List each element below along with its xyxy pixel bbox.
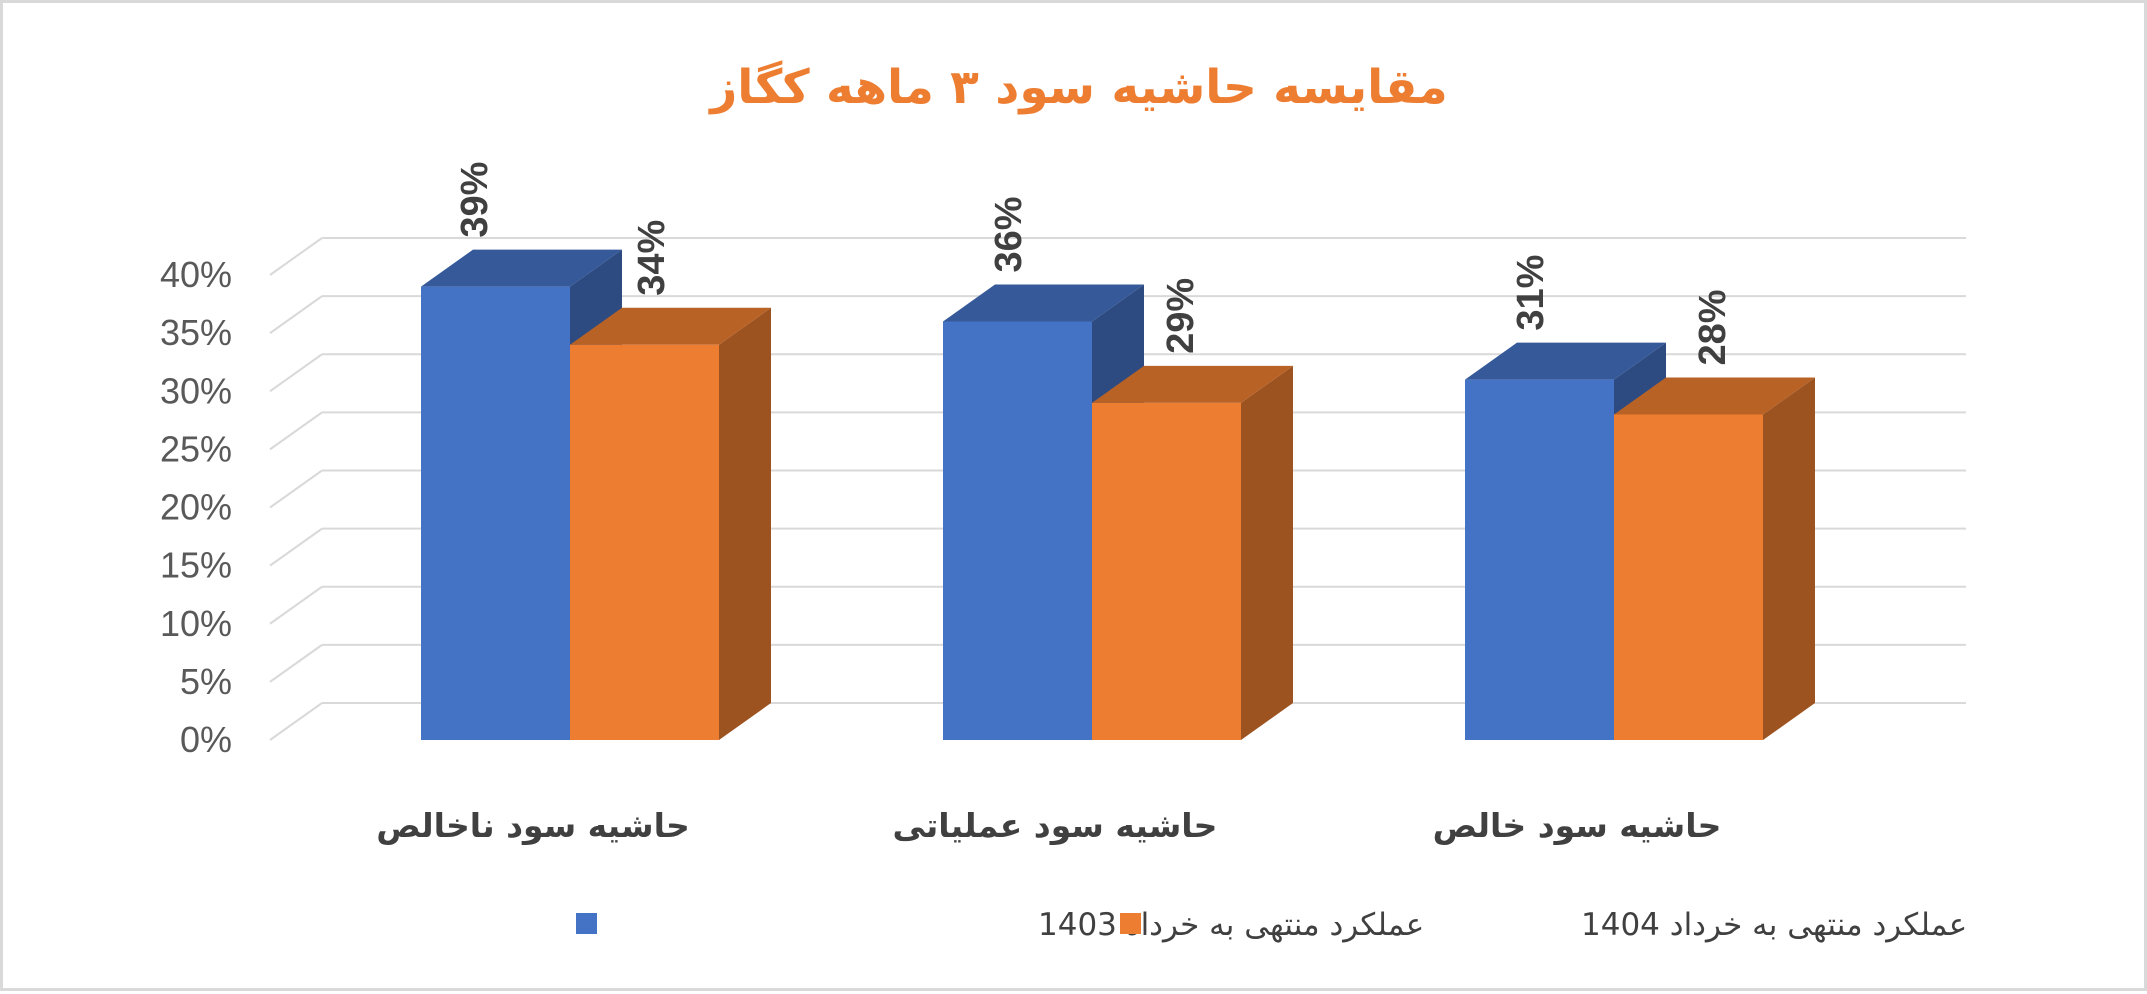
y-axis-ticks: 0% 5% 10% 15% 20% 25% 30% 35% 40% [160, 254, 232, 760]
data-label: 36% [988, 196, 1030, 272]
bar [570, 344, 719, 740]
legend-label: عملکرد منتهی به خرداد 1404 [1581, 907, 1967, 943]
bar [1092, 402, 1241, 740]
bar [1614, 414, 1763, 740]
gridline-diagonal [269, 585, 323, 625]
bars-layer [421, 249, 1815, 740]
gridline-diagonal [269, 411, 323, 451]
bar-top [1092, 365, 1293, 403]
data-label: 29% [1160, 278, 1202, 354]
y-tick-label: 10% [160, 603, 232, 644]
y-tick-label: 20% [160, 487, 232, 528]
category-label: حاشیه سود خالص [1433, 806, 1722, 846]
legend: عملکرد منتهی به خرداد 1403 عملکرد منتهی ب… [576, 907, 1967, 943]
data-label: 39% [454, 162, 496, 238]
bar [1465, 379, 1614, 740]
bar [943, 321, 1092, 740]
gridline-diagonal [269, 295, 323, 334]
chart-title: مقایسه حاشیه سود ۳ ماهه کگاز [708, 60, 1448, 115]
y-tick-label: 25% [160, 428, 232, 469]
x-axis-categories: حاشیه سود ناخالص حاشیه سود عملیاتی حاشیه س… [376, 806, 1721, 846]
gridline-diagonal [269, 702, 323, 741]
gridline-diagonal [269, 644, 323, 683]
bar-side [719, 307, 771, 740]
data-label: 34% [631, 220, 673, 296]
data-label: 31% [1510, 255, 1552, 331]
bar-top [570, 307, 771, 345]
gridline-diagonal [269, 353, 323, 393]
bar-side [1241, 365, 1293, 740]
bar [421, 286, 570, 740]
chart-svg: مقایسه حاشیه سود ۳ ماهه کگاز 0% 5% 10% 15% 2… [160, 60, 1967, 943]
y-tick-label: 0% [180, 719, 232, 760]
y-tick-label: 30% [160, 370, 232, 411]
category-label: حاشیه سود ناخالص [376, 806, 690, 846]
data-labels-layer: 39% 34% 36% 29% 31% 28% [454, 162, 1734, 366]
y-tick-label: 35% [160, 312, 232, 353]
bar-side [1763, 377, 1815, 740]
category-label: حاشیه سود عملیاتی [893, 806, 1218, 846]
bar-top [1614, 377, 1815, 415]
y-tick-label: 15% [160, 545, 232, 586]
legend-label: عملکرد منتهی به خرداد 1403 [1038, 907, 1424, 943]
bar-top [421, 249, 622, 287]
bar-top [1465, 342, 1666, 380]
legend-swatch [1120, 913, 1141, 934]
gridline-diagonal [269, 469, 323, 509]
legend-swatch [576, 913, 597, 934]
bar-top [943, 284, 1144, 322]
gridline-diagonal [269, 527, 323, 567]
y-tick-label: 5% [180, 661, 232, 702]
data-label: 28% [1692, 289, 1734, 365]
gridline-diagonal [269, 237, 323, 276]
y-tick-label: 40% [160, 254, 232, 295]
